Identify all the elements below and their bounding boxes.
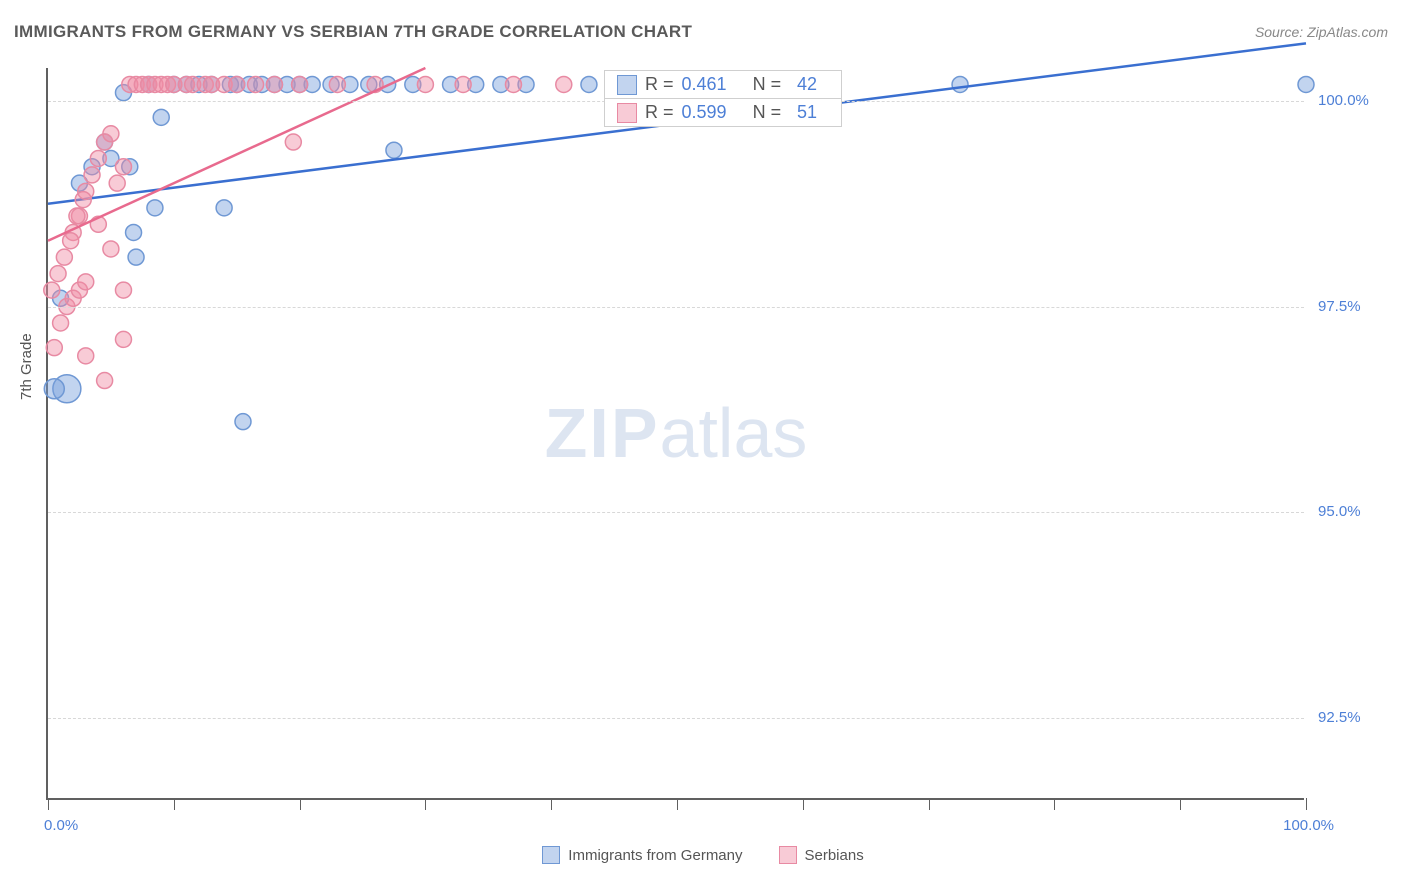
stat-row: R = 0.599 N = 51 [605, 98, 841, 126]
scatter-point [386, 142, 402, 158]
scatter-point [103, 126, 119, 142]
x-min-label: 0.0% [44, 817, 78, 834]
legend-label: Immigrants from Germany [568, 847, 742, 864]
scatter-point [84, 167, 100, 183]
x-tick [1306, 798, 1307, 810]
x-tick [551, 798, 552, 810]
scatter-point [505, 76, 521, 92]
legend-swatch [542, 846, 560, 864]
stat-n-value: 51 [789, 102, 817, 123]
stat-swatch [617, 103, 637, 123]
scatter-point [115, 159, 131, 175]
scatter-point [147, 200, 163, 216]
x-tick [300, 798, 301, 810]
stat-n-value: 42 [789, 74, 817, 95]
scatter-point [78, 348, 94, 364]
scatter-point [581, 76, 597, 92]
scatter-point [229, 76, 245, 92]
y-tick-label: 92.5% [1318, 709, 1361, 726]
scatter-point [1298, 76, 1314, 92]
scatter-point [75, 192, 91, 208]
stat-row: R = 0.461 N = 42 [605, 71, 841, 98]
stat-swatch [617, 75, 637, 95]
x-tick [174, 798, 175, 810]
legend-item: Serbians [779, 846, 864, 864]
scatter-point [103, 241, 119, 257]
y-tick-label: 95.0% [1318, 503, 1361, 520]
scatter-point [128, 249, 144, 265]
x-tick [1180, 798, 1181, 810]
stat-n-label: N = [753, 102, 782, 123]
scatter-point [90, 150, 106, 166]
x-tick [425, 798, 426, 810]
scatter-point [44, 379, 64, 399]
scatter-point [455, 76, 471, 92]
legend-swatch [779, 846, 797, 864]
scatter-point [266, 76, 282, 92]
scatter-point [63, 233, 79, 249]
plot-area: ZIPatlas 0.0% 100.0% R =0.461N =42R =0.5… [46, 68, 1304, 800]
x-tick [1054, 798, 1055, 810]
gridline [48, 512, 1304, 513]
stat-r-value: 0.599 [682, 102, 727, 123]
gridline [48, 718, 1304, 719]
stat-r-label: R = [645, 74, 674, 95]
gridline [48, 307, 1304, 308]
scatter-point [56, 249, 72, 265]
scatter-svg [48, 68, 1304, 798]
scatter-point [329, 76, 345, 92]
scatter-point [53, 315, 69, 331]
scatter-point [44, 282, 60, 298]
x-tick [48, 798, 49, 810]
legend-item: Immigrants from Germany [542, 846, 742, 864]
scatter-point [115, 331, 131, 347]
legend-label: Serbians [805, 847, 864, 864]
x-tick [677, 798, 678, 810]
scatter-point [50, 266, 66, 282]
y-tick-label: 97.5% [1318, 298, 1361, 315]
scatter-point [556, 76, 572, 92]
scatter-point [97, 373, 113, 389]
scatter-point [292, 76, 308, 92]
chart-title: IMMIGRANTS FROM GERMANY VS SERBIAN 7TH G… [14, 22, 692, 42]
scatter-point [285, 134, 301, 150]
stat-r-value: 0.461 [682, 74, 727, 95]
x-tick [929, 798, 930, 810]
scatter-point [248, 76, 264, 92]
scatter-point [78, 274, 94, 290]
y-tick-label: 100.0% [1318, 92, 1369, 109]
scatter-point [153, 109, 169, 125]
y-axis-label: 7th Grade [18, 333, 35, 400]
stat-n-label: N = [753, 74, 782, 95]
scatter-point [952, 76, 968, 92]
x-tick [803, 798, 804, 810]
source-attribution: Source: ZipAtlas.com [1255, 24, 1388, 40]
legend-bottom: Immigrants from Germany Serbians [0, 846, 1406, 864]
scatter-point [115, 282, 131, 298]
scatter-point [109, 175, 125, 191]
scatter-point [46, 340, 62, 356]
stats-legend-box: R = 0.461 N = 42 R = 0.599 N = 51 [604, 70, 842, 127]
scatter-point [216, 200, 232, 216]
stat-r-label: R = [645, 102, 674, 123]
scatter-point [417, 76, 433, 92]
scatter-point [235, 414, 251, 430]
scatter-point [126, 224, 142, 240]
scatter-point [69, 208, 85, 224]
x-max-label: 100.0% [1283, 817, 1334, 834]
